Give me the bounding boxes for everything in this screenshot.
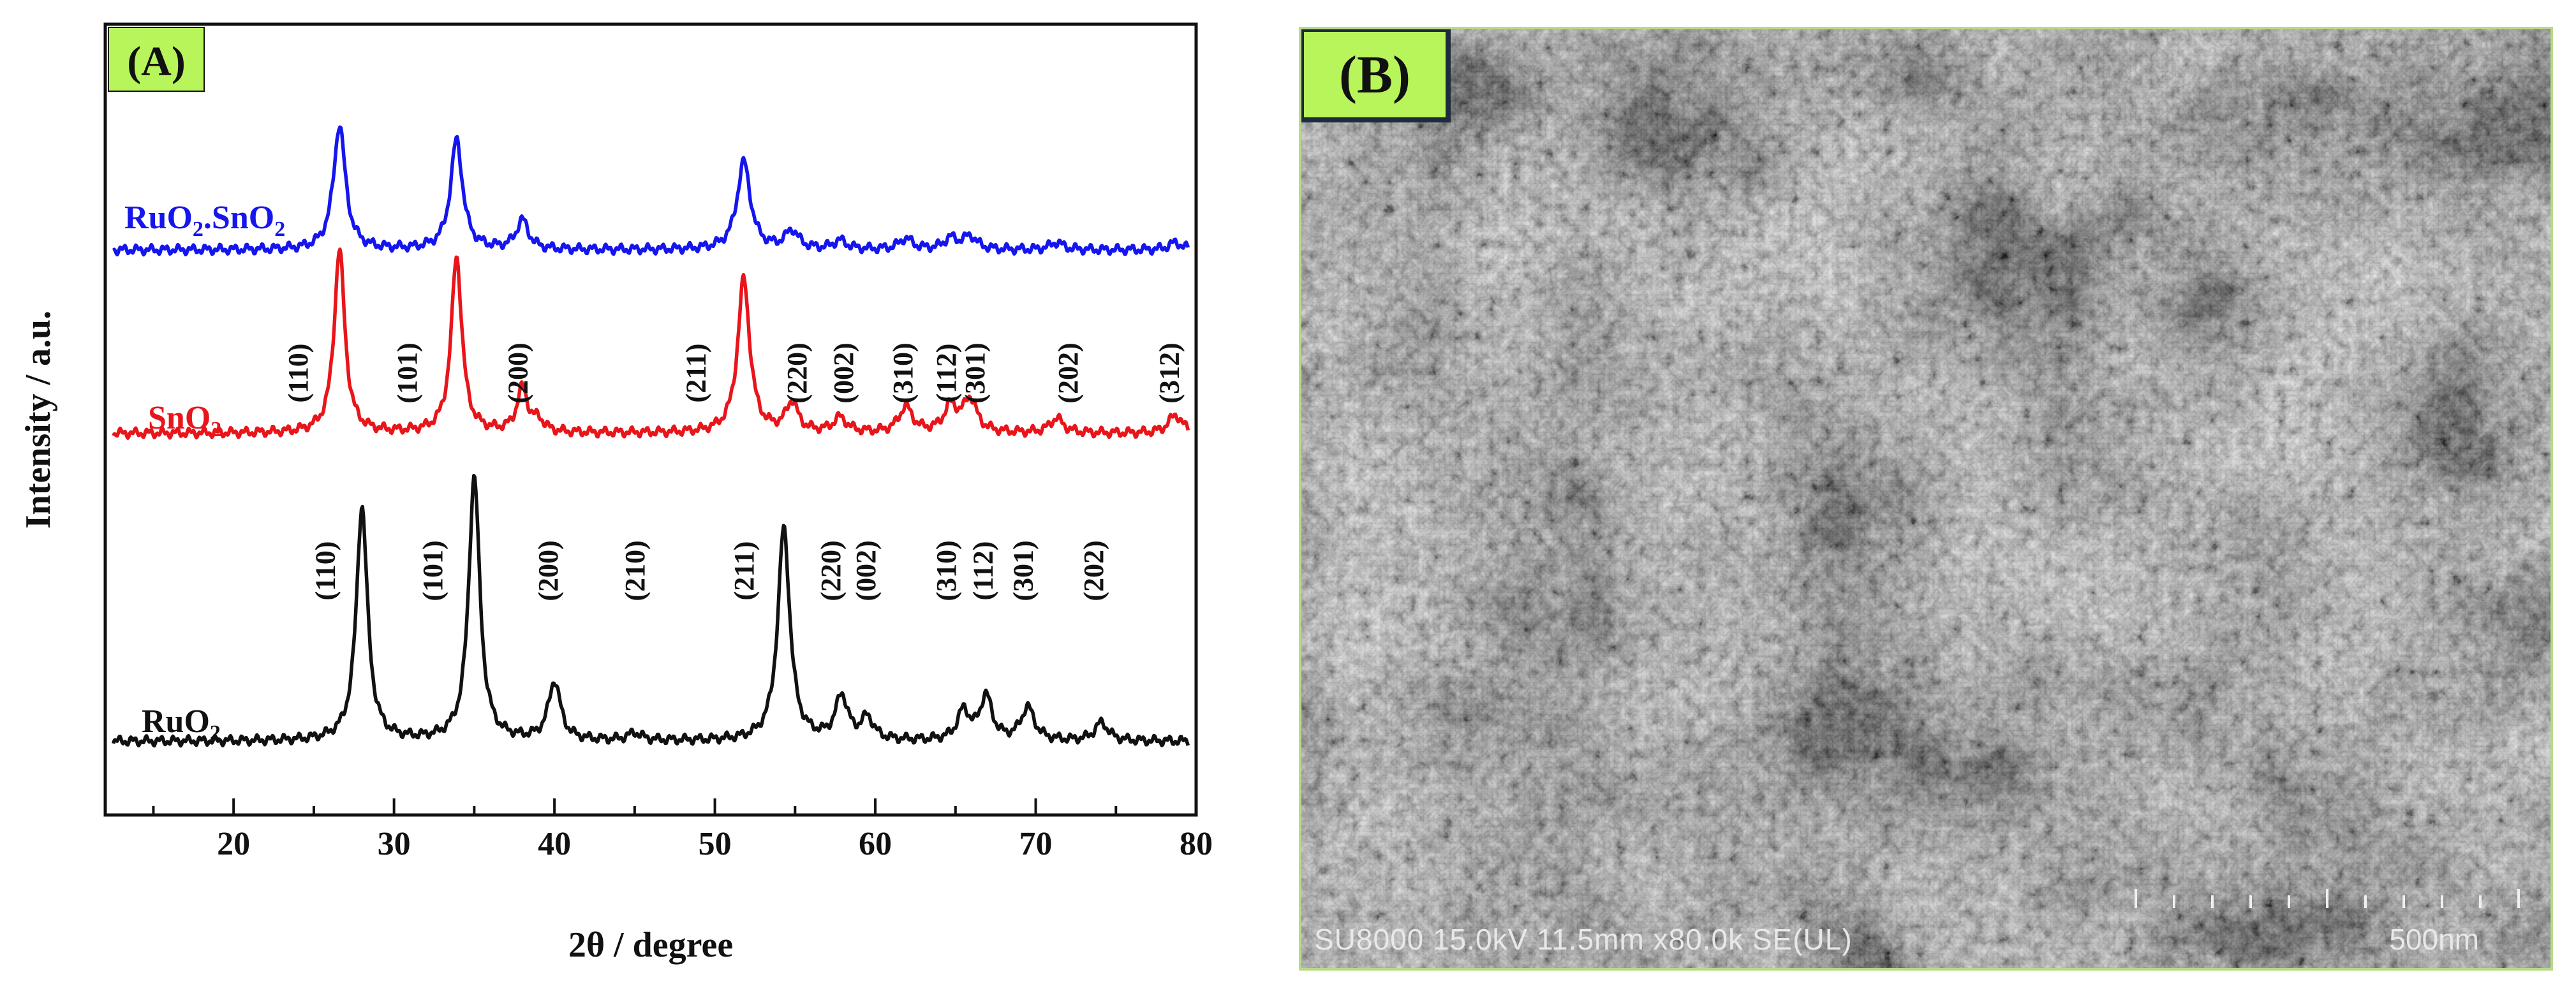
x-tick-label: 70 bbox=[1019, 826, 1053, 862]
panel-a-label: (A) bbox=[127, 38, 186, 85]
peak-index-label: (211) bbox=[729, 541, 760, 601]
sem-info-bar: SU8000 15.0kV 11.5mm x80.0k SE(UL) bbox=[1314, 923, 1853, 956]
peak-index-label: (002) bbox=[850, 540, 882, 601]
x-tick-label: 20 bbox=[217, 826, 250, 862]
sem-panel: (B) SU8000 15.0kV 11.5mm x80.0k SE(UL) 5… bbox=[1299, 27, 2553, 971]
peak-index-label: (110) bbox=[283, 344, 314, 403]
x-tick-label: 30 bbox=[378, 826, 411, 862]
peak-index-label: (310) bbox=[931, 540, 962, 601]
x-tick-label: 50 bbox=[699, 826, 732, 862]
peak-index-label: (200) bbox=[533, 540, 564, 601]
peak-index-label: (312) bbox=[1153, 342, 1185, 403]
peak-index-label: (112) bbox=[968, 541, 999, 601]
panel-a-label-box bbox=[108, 27, 205, 92]
x-tick-label: 60 bbox=[859, 826, 892, 862]
series-labels: RuO2.SnO2 SnO2 RuO2 bbox=[124, 200, 285, 745]
peak-index-label: (211) bbox=[681, 344, 712, 403]
peak-index-label: (220) bbox=[781, 342, 813, 403]
peak-index-label: (112) bbox=[931, 344, 962, 403]
series-line-ruo2-sno2 bbox=[112, 125, 1190, 257]
x-tick-label: 40 bbox=[538, 826, 571, 862]
x-axis-label: 2θ / degree bbox=[568, 925, 733, 965]
peak-index-label: (301) bbox=[1008, 540, 1039, 601]
peak-index-label: (202) bbox=[1053, 342, 1084, 403]
sem-fine-texture bbox=[1301, 29, 2550, 968]
scale-bar bbox=[2135, 889, 2520, 908]
peak-index-label: (202) bbox=[1078, 540, 1109, 601]
peak-index-label: (220) bbox=[815, 540, 847, 601]
x-tick-label: 80 bbox=[1180, 826, 1213, 862]
xrd-chart: 20 30 40 50 60 70 80 (110) (101) (200) (211) (220)… bbox=[19, 22, 1213, 965]
series-line-sno2 bbox=[112, 247, 1190, 440]
series-label: RuO2.SnO2 bbox=[124, 200, 285, 241]
peak-index-label: (210) bbox=[619, 540, 651, 601]
scale-bar-label: 500nm bbox=[2389, 923, 2479, 956]
sem-micrograph bbox=[1301, 29, 2550, 968]
panel-b-label: (B) bbox=[1301, 29, 1451, 122]
series-label: SnO2 bbox=[148, 400, 221, 441]
peak-index-label: (200) bbox=[502, 342, 533, 403]
series-label: RuO2 bbox=[142, 703, 221, 745]
peak-index-label: (310) bbox=[887, 342, 919, 403]
peak-index-label: (301) bbox=[959, 342, 991, 403]
peak-index-label: (101) bbox=[417, 540, 448, 601]
x-axis-ticks: 20 30 40 50 60 70 80 bbox=[152, 798, 1213, 862]
peak-annotations: (110) (101) (200) (211) (220) (002) (310) (112)… bbox=[283, 342, 1185, 601]
peak-index-label: (110) bbox=[310, 541, 341, 601]
xrd-curves bbox=[111, 125, 1190, 748]
peak-index-label: (101) bbox=[392, 342, 423, 403]
series-line-ruo2 bbox=[111, 474, 1190, 748]
peak-index-label: (002) bbox=[828, 342, 859, 403]
plot-frame bbox=[103, 22, 1198, 817]
y-axis-label: Intensity / a.u. bbox=[19, 311, 58, 529]
